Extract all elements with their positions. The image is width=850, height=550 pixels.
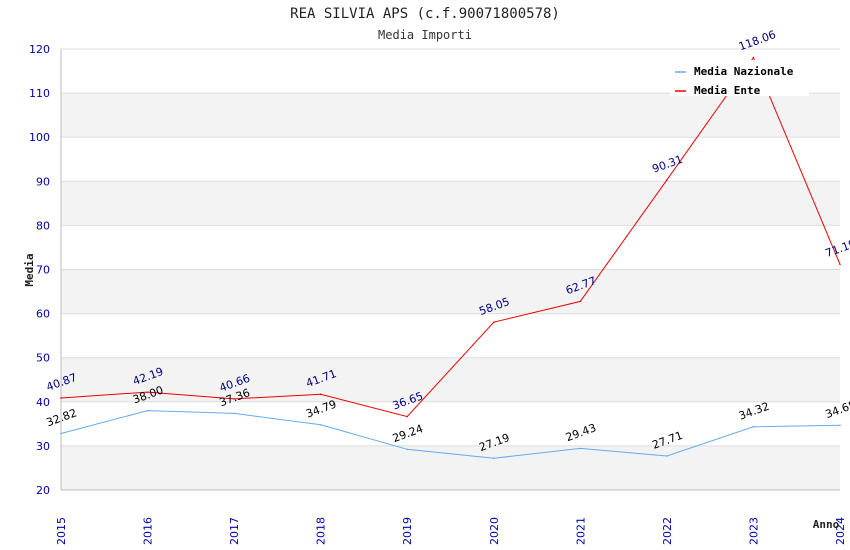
data-point bbox=[839, 424, 841, 427]
x-tick-label: 2018 bbox=[315, 517, 328, 545]
x-tick-label: 2017 bbox=[228, 517, 241, 545]
data-point bbox=[146, 391, 149, 393]
x-tick-label: 2023 bbox=[747, 517, 760, 545]
background-bands bbox=[61, 49, 840, 490]
x-tick-labels: 2015 2016 2017 2018 2019 2020 2021 2022 2023 2024 bbox=[55, 517, 847, 545]
x-tick-label: 2016 bbox=[142, 517, 155, 545]
data-point bbox=[579, 447, 582, 450]
series-line-media-ente bbox=[60, 56, 841, 418]
chart-title: REA SILVIA APS (c.f.90071800578) bbox=[290, 6, 560, 22]
data-point bbox=[492, 321, 495, 323]
data-point bbox=[579, 300, 582, 303]
y-tick-label: 80 bbox=[36, 219, 50, 232]
band bbox=[61, 225, 840, 270]
data-point bbox=[666, 179, 668, 181]
y-tick-label: 40 bbox=[36, 396, 50, 409]
y-tick-label: 30 bbox=[36, 440, 50, 453]
data-point bbox=[752, 426, 755, 428]
legend-label-media-nazionale: Media Nazionale bbox=[694, 65, 794, 78]
data-point bbox=[60, 397, 62, 399]
series-lines bbox=[60, 56, 841, 460]
y-axis-label: Media bbox=[23, 253, 36, 286]
data-point bbox=[839, 263, 841, 266]
x-tick-label: 2020 bbox=[488, 517, 501, 545]
x-axis-label: Anno bbox=[813, 518, 840, 531]
legend-box bbox=[670, 60, 809, 96]
data-point bbox=[319, 423, 322, 426]
y-tick-label: 60 bbox=[36, 308, 50, 321]
legend-label-media-ente: Media Ente bbox=[694, 84, 761, 97]
band bbox=[61, 93, 840, 138]
band bbox=[61, 445, 840, 490]
band bbox=[61, 181, 840, 226]
data-point bbox=[319, 393, 322, 396]
x-tick-label: 2021 bbox=[574, 517, 587, 545]
data-point bbox=[233, 412, 235, 415]
y-tick-label: 110 bbox=[29, 87, 50, 100]
data-point bbox=[492, 457, 495, 460]
y-tick-label: 50 bbox=[36, 352, 50, 365]
x-tick-label: 2024 bbox=[834, 517, 847, 545]
y-tick-labels: 20 30 40 50 60 70 80 90 100 110 120 bbox=[29, 43, 50, 497]
y-tick-label: 100 bbox=[29, 131, 50, 144]
data-point bbox=[666, 455, 668, 457]
band bbox=[61, 401, 840, 446]
chart-subtitle: Media Importi bbox=[378, 28, 472, 42]
y-tick-label: 70 bbox=[36, 264, 50, 277]
y-tick-label: 20 bbox=[36, 484, 50, 497]
x-tick-label: 2022 bbox=[661, 517, 674, 545]
y-tick-label: 120 bbox=[29, 43, 50, 56]
data-point bbox=[406, 415, 409, 418]
legend: Media Nazionale Media Ente bbox=[670, 60, 809, 97]
y-tick-label: 90 bbox=[36, 175, 50, 188]
band bbox=[61, 137, 840, 182]
band bbox=[61, 357, 840, 402]
x-tick-label: 2015 bbox=[55, 517, 68, 545]
data-point bbox=[233, 398, 235, 400]
band bbox=[61, 313, 840, 358]
band bbox=[61, 269, 840, 314]
x-tick-label: 2019 bbox=[401, 517, 414, 545]
data-point bbox=[60, 432, 62, 435]
data-point bbox=[752, 56, 755, 59]
series-line-media-nazionale bbox=[60, 410, 841, 459]
data-point bbox=[146, 409, 149, 412]
data-point bbox=[406, 448, 409, 451]
axes bbox=[60, 49, 840, 491]
